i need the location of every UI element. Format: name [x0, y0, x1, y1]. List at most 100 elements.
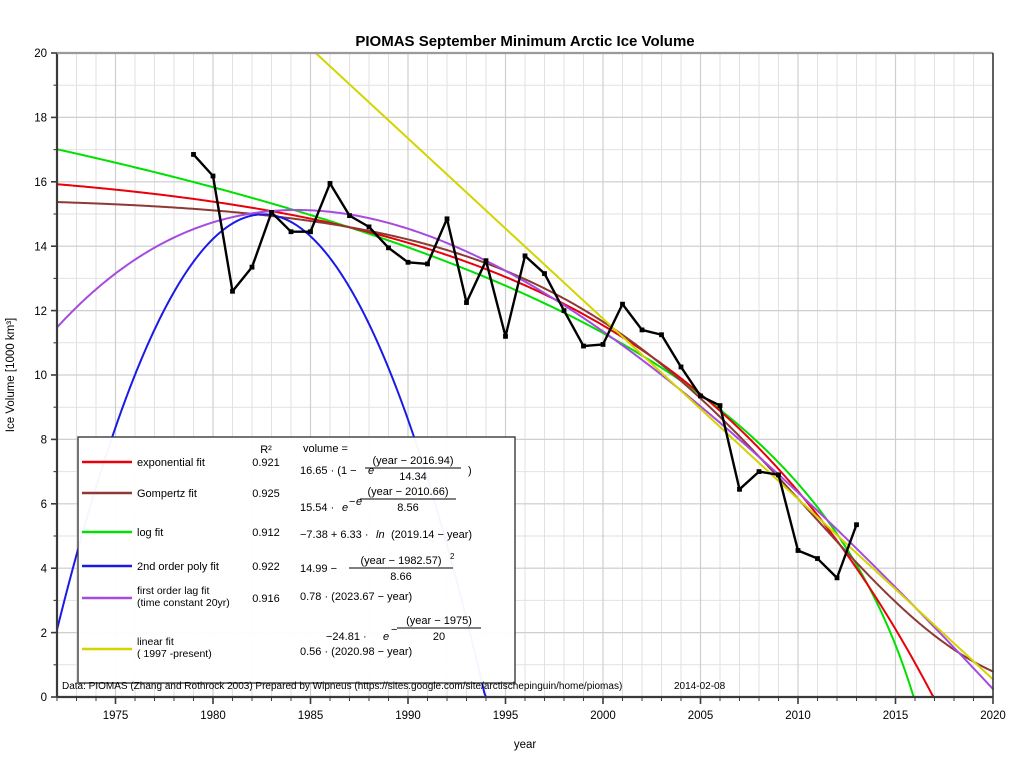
- legend-text: ( 1997 -present): [137, 648, 212, 660]
- y-tick-label: 10: [34, 370, 47, 382]
- legend-text: 0.921: [252, 457, 280, 469]
- data-point: [210, 173, 216, 179]
- x-tick-label: 1990: [395, 710, 421, 722]
- legend-text: 16.65 · (1 −: [300, 465, 357, 477]
- y-axis-label: Ice Volume [1000 km³]: [5, 318, 17, 432]
- y-tick-label: 2: [41, 628, 47, 640]
- legend-text: 20: [433, 631, 445, 643]
- x-tick-label: 2005: [688, 710, 714, 722]
- data-point: [327, 181, 333, 186]
- legend-text: −: [349, 496, 355, 508]
- legend-text: −7.38 + 6.33 ·: [300, 529, 369, 541]
- legend-text: Gompertz fit: [137, 488, 197, 500]
- legend-text: 2nd order poly fit: [137, 561, 219, 573]
- y-tick-label: 6: [41, 499, 47, 511]
- data-point: [249, 264, 255, 270]
- data-point: [834, 575, 840, 581]
- legend-item-3[interactable]: 2nd order poly fit 0.922 14.99 − (year − 19…: [82, 552, 455, 583]
- legend-text: e: [356, 496, 362, 508]
- legend-text: 15.54 ·: [300, 502, 334, 514]
- legend-header-volume: volume =: [303, 443, 348, 455]
- legend-text: 0.56 · (2020.98 − year): [300, 646, 412, 658]
- legend-text: e: [342, 502, 348, 514]
- data-point: [776, 472, 781, 478]
- legend-item-2[interactable]: log fit 0.912 −7.38 + 6.33 · ln (2019.14 − y…: [82, 527, 472, 541]
- data-point: [542, 271, 547, 276]
- piomas-data-markers: [191, 152, 859, 581]
- data-point: [464, 300, 469, 305]
- legend-text: 8.56: [397, 502, 418, 514]
- footer-date: 2014-02-08: [674, 681, 726, 692]
- data-point: [600, 342, 606, 347]
- legend-text: 14.34: [399, 471, 427, 483]
- legend-text: 2: [450, 552, 455, 561]
- legend-background: [77, 436, 516, 684]
- y-tick-label: 12: [34, 306, 47, 318]
- data-point: [698, 393, 703, 399]
- legend-text: 0.916: [252, 593, 280, 605]
- footer-credit: Data: PIOMAS (Zhang and Rothrock 2003) P…: [62, 681, 622, 692]
- x-axis-label: year: [514, 739, 537, 751]
- legend-item-5[interactable]: linear fit( 1997 -present) 0.56 · (2020.9…: [82, 636, 412, 660]
- data-point: [522, 253, 528, 259]
- x-tick-label: 2015: [883, 710, 909, 722]
- x-tick-label: 2020: [980, 710, 1006, 722]
- data-point: [815, 556, 820, 561]
- legend-text: 14.99 −: [300, 563, 337, 575]
- y-tick-label: 8: [41, 435, 47, 447]
- data-point: [366, 224, 372, 230]
- x-tick-label: 1995: [493, 710, 519, 722]
- legend-item-0[interactable]: exponential fit 0.921 16.65 · (1 − e(year −…: [82, 455, 472, 483]
- legend-text: 8.66: [390, 571, 411, 583]
- x-tick-label: 1975: [103, 710, 129, 722]
- legend-text: log fit: [137, 527, 163, 539]
- legend-text: linear fit: [137, 636, 174, 648]
- legend-text: (year − 1975): [406, 615, 472, 627]
- data-point: [795, 548, 801, 553]
- data-point: [503, 333, 508, 339]
- fit-curve-log: [56, 148, 920, 698]
- data-point: [269, 209, 274, 215]
- legend-text: first order lag fit: [137, 585, 209, 597]
- legend-text: (time constant 20yr): [137, 597, 230, 609]
- y-tick-label: 0: [41, 692, 47, 704]
- y-tick-label: 20: [34, 48, 47, 60]
- y-tick-label: 16: [34, 177, 47, 189]
- data-point: [386, 245, 391, 251]
- fit-curve-gompertz: [56, 201, 994, 673]
- data-point: [717, 403, 723, 408]
- x-axis-ticks: 1975 1980 1985 1990 1995 2000 2005 2010 2015 2020: [56, 697, 1006, 722]
- legend-text: (year − 2010.66): [367, 486, 448, 498]
- data-point: [230, 288, 235, 294]
- legend-text: e: [383, 631, 389, 643]
- legend-text: (2019.14 − year): [391, 529, 472, 541]
- y-tick-label: 14: [34, 241, 47, 253]
- x-tick-label: 1985: [298, 710, 324, 722]
- data-point: [620, 301, 625, 307]
- data-point: [308, 229, 313, 235]
- data-point: [444, 216, 450, 222]
- legend-item-1[interactable]: Gompertz fit 0.925 15.54 · e − e (year − 2010…: [82, 486, 456, 514]
- data-point: [756, 469, 762, 474]
- legend-item-4[interactable]: first order lag fit(time constant 20yr) 0…: [82, 585, 481, 643]
- data-point: [678, 364, 684, 370]
- legend-text: 0.922: [252, 561, 280, 573]
- x-tick-label: 1980: [200, 710, 226, 722]
- y-tick-label: 4: [41, 563, 48, 575]
- y-axis-ticks: 0 2 4 6 8 10 12 14 16 18 20: [34, 48, 57, 704]
- legend: R² volume = exponential fit 0.921 16.65 · …: [77, 436, 516, 684]
- legend-text: −: [391, 624, 397, 636]
- fit-curve-exp: [56, 183, 945, 698]
- legend-text: (year − 2016.94): [372, 455, 453, 467]
- x-tick-label: 2010: [785, 710, 811, 722]
- x-tick-label: 2000: [590, 710, 616, 722]
- fit-curve-lag1: [56, 208, 994, 691]
- data-point: [659, 332, 664, 338]
- data-point: [639, 327, 645, 333]
- footer: Data: PIOMAS (Zhang and Rothrock 2003) P…: [62, 681, 726, 692]
- data-point: [191, 152, 196, 157]
- data-point: [483, 258, 489, 264]
